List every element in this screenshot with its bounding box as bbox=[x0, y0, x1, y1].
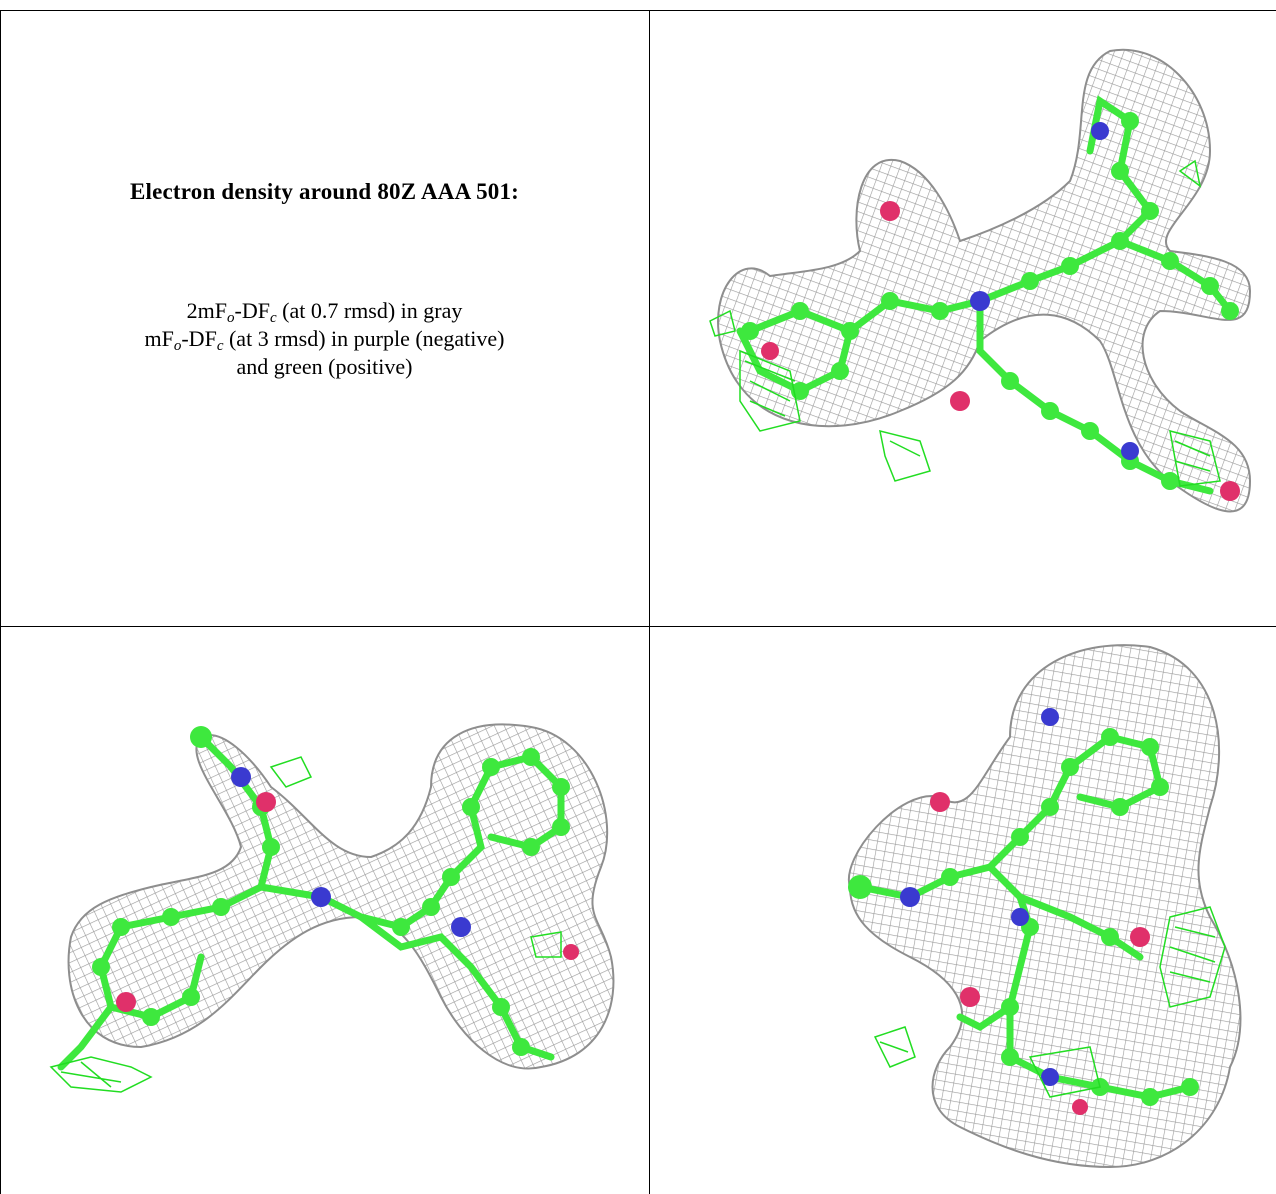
table-border-middle bbox=[0, 626, 1276, 627]
nitrogen-atoms bbox=[970, 122, 1139, 460]
density-render-2 bbox=[49, 723, 615, 1093]
table-border-center bbox=[649, 10, 650, 1194]
positive-difference-mesh bbox=[709, 159, 1221, 487]
nitrogen-atoms bbox=[231, 767, 471, 937]
oxygen-atoms bbox=[761, 201, 1240, 501]
oxygen-atoms bbox=[930, 792, 1150, 1115]
figure-title: Electron density around 80Z AAA 501: bbox=[129, 179, 520, 204]
carbon-atoms bbox=[92, 726, 570, 1056]
gray-density-mesh bbox=[717, 48, 1252, 513]
legend-line-2fo-fc: 2mFo-DFc (at 0.7 rmsd) in gray bbox=[186, 298, 463, 326]
positive-difference-mesh bbox=[49, 756, 562, 1093]
positive-difference-mesh bbox=[873, 906, 1226, 1098]
carbon-atoms bbox=[741, 112, 1239, 490]
carbon-atoms bbox=[848, 728, 1199, 1106]
density-render-3 bbox=[847, 644, 1242, 1169]
density-view-2 bbox=[1, 627, 648, 1194]
density-render-1 bbox=[709, 48, 1252, 513]
map-legend: 2mFo-DFc (at 0.7 rmsd) in gray mFo-DFc (… bbox=[1, 297, 648, 381]
oxygen-atoms bbox=[116, 792, 579, 1012]
density-view-3 bbox=[650, 627, 1276, 1194]
nitrogen-atoms bbox=[900, 708, 1059, 1086]
table-border-top bbox=[0, 10, 1276, 11]
density-view-1 bbox=[650, 11, 1276, 625]
legend-line-fo-fc: mFo-DFc (at 3 rmsd) in purple (negative) bbox=[144, 326, 505, 354]
table-border-left bbox=[0, 10, 1, 1194]
caption-cell: Electron density around 80Z AAA 501: 2mF… bbox=[1, 11, 648, 625]
legend-line-positive: and green (positive) bbox=[236, 354, 413, 379]
